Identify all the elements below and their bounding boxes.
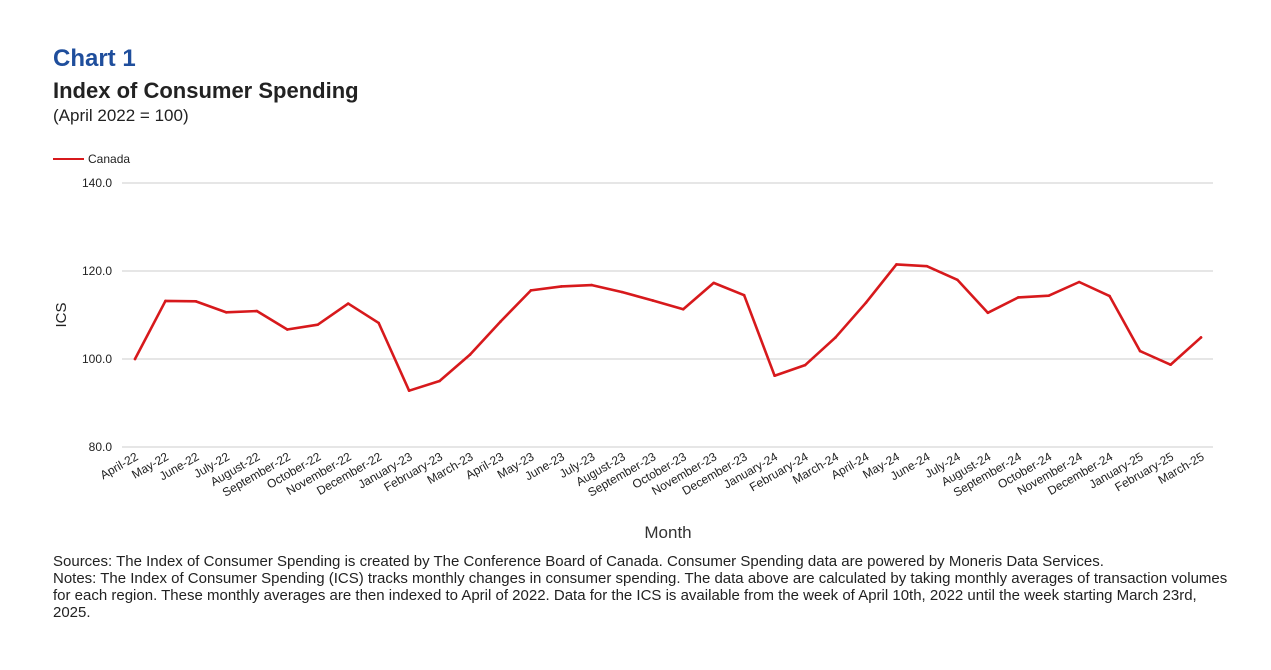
data-point [803, 363, 807, 367]
chart-title: Index of Consumer Spending [53, 78, 359, 103]
data-point [1108, 294, 1111, 298]
data-point [956, 278, 959, 282]
chart-subtitle: (April 2022 = 100) [53, 106, 189, 125]
notes-text: Notes: The Index of Consumer Spending (I… [53, 570, 1228, 621]
data-point [925, 264, 929, 268]
data-point [681, 307, 685, 311]
data-point [194, 300, 198, 303]
data-point [773, 374, 776, 378]
y-tick-label: 140.0 [82, 176, 112, 190]
data-point [1077, 280, 1081, 284]
data-point [560, 285, 563, 288]
data-point [1138, 349, 1142, 353]
data-point [621, 290, 624, 294]
data-point [285, 328, 289, 331]
data-point [590, 283, 594, 287]
data-point [1199, 336, 1203, 339]
data-point [864, 301, 868, 304]
data-point [742, 293, 746, 297]
data-point [1169, 363, 1172, 367]
y-tick-label: 100.0 [82, 352, 112, 366]
data-point [438, 379, 441, 383]
data-point [712, 281, 715, 285]
data-point [529, 289, 533, 292]
data-point [1016, 296, 1020, 299]
line-chart: Canada 80.0 100.0 120.0 140.0 April-22May-2… [53, 152, 1213, 542]
footnotes: Sources: The Index of Consumer Spending … [53, 553, 1233, 621]
legend: Canada [53, 152, 130, 166]
data-point [834, 336, 837, 339]
y-axis-label: ICS [53, 302, 70, 327]
data-point [499, 320, 502, 323]
data-point [377, 321, 380, 325]
data-point [468, 353, 472, 356]
sources-note: Sources: The Index of Consumer Spending … [53, 553, 1104, 570]
data-point [651, 299, 655, 302]
data-point [133, 357, 137, 361]
y-tick-labels: 80.0 100.0 120.0 140.0 [82, 176, 112, 454]
data-point [1047, 294, 1051, 297]
data-point [316, 323, 320, 326]
data-point [895, 263, 898, 266]
data-point [164, 299, 167, 303]
data-point [346, 302, 350, 305]
data-point [986, 311, 990, 315]
chart-number: Chart 1 [53, 45, 136, 72]
data-point [225, 311, 228, 314]
gridlines [122, 182, 1213, 448]
series-canada [133, 263, 1203, 392]
data-point [255, 309, 259, 313]
x-tick-labels: April-22May-22June-22July-22August-22Sep… [98, 449, 1207, 499]
data-point [407, 389, 411, 392]
y-tick-label: 80.0 [89, 440, 113, 454]
legend-label-canada: Canada [88, 152, 130, 166]
series-line-canada [133, 263, 1203, 392]
y-tick-label: 120.0 [82, 264, 112, 278]
x-axis-label: Month [644, 523, 691, 542]
